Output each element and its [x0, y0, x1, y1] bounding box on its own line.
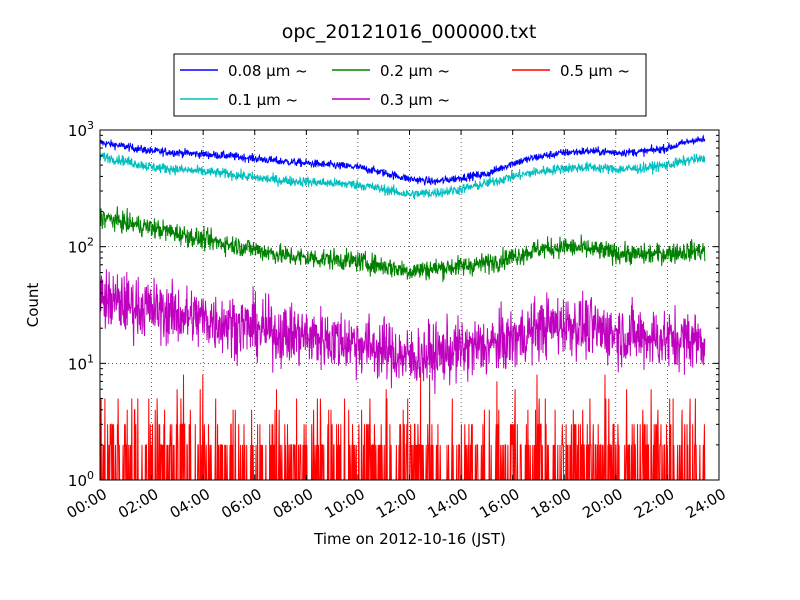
chart-title: opc_20121016_000000.txt — [282, 21, 537, 43]
legend-label-4: 0.5 μm ~ — [560, 62, 630, 80]
series-line-2 — [100, 206, 706, 282]
legend: 0.08 μm ~ 0.1 μm ~ 0.2 μm ~ 0.3 μm ~ 0.5 μm … — [173, 53, 647, 117]
legend-box — [173, 53, 647, 117]
y-tick-label: 100 — [68, 469, 94, 490]
series-line-0 — [100, 134, 706, 186]
series-line-3 — [100, 269, 706, 395]
y-tick-label: 103 — [68, 119, 94, 140]
x-axis-label: Time on 2012-10-16 (JST) — [313, 530, 506, 548]
y-tick-label: 102 — [68, 236, 94, 257]
legend-label-1: 0.1 μm ~ — [228, 91, 298, 109]
y-axis-label: Count — [24, 283, 42, 328]
legend-label-2: 0.2 μm ~ — [380, 62, 450, 80]
legend-label-3: 0.3 μm ~ — [380, 91, 450, 109]
legend-label-0: 0.08 μm ~ — [228, 62, 308, 80]
y-tick-label: 101 — [68, 352, 94, 373]
series-line-1 — [100, 151, 706, 200]
series-group — [100, 134, 706, 480]
